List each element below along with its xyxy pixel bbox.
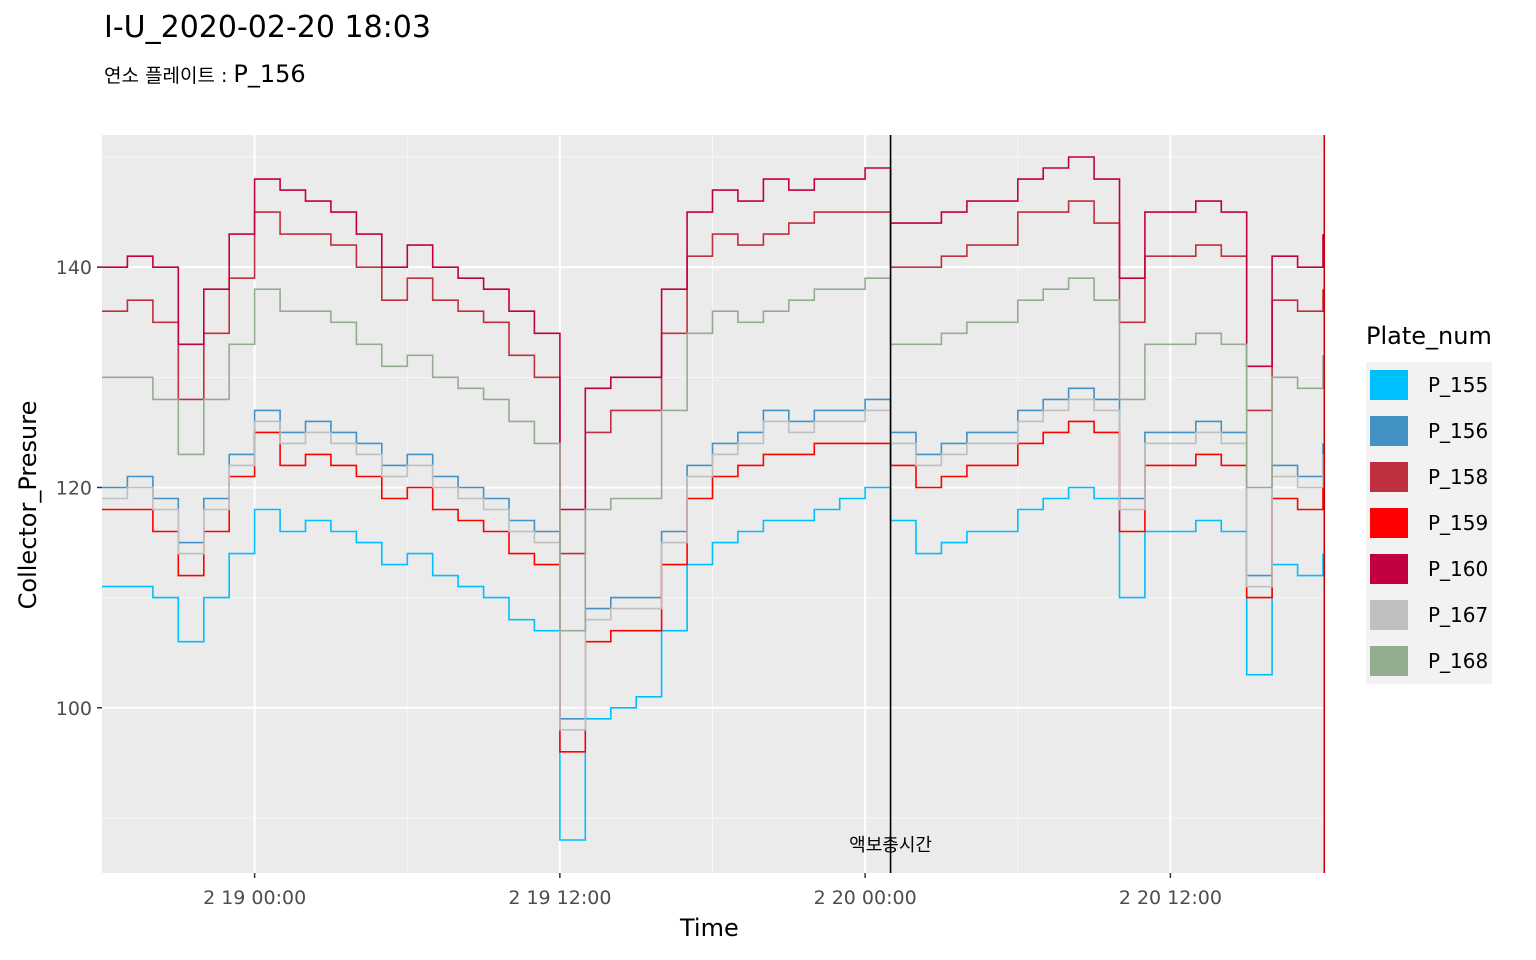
x-tick-label: 2 19 12:00 (508, 887, 611, 909)
series-line-P_167 (102, 398, 1324, 731)
legend: Plate_num P_155 P_156 P_158 P_159 P_160 P_167… (1366, 322, 1492, 684)
legend-items: P_155 P_156 P_158 P_159 P_160 P_167 P_168 (1366, 362, 1492, 684)
chart-title: I-U_2020-02-20 18:03 (104, 10, 431, 45)
legend-title: Plate_num (1366, 322, 1492, 350)
annotation-label: 액보충시간 (849, 835, 932, 856)
legend-label: P_155 (1428, 373, 1489, 397)
x-tick-label: 2 20 00:00 (814, 887, 917, 909)
series-line-P_159 (102, 420, 1324, 753)
legend-item-P_168: P_168 (1366, 638, 1492, 684)
y-tick-label: 100 (56, 698, 92, 720)
legend-swatch (1370, 646, 1408, 676)
legend-item-P_158: P_158 (1366, 454, 1492, 500)
x-tick-label: 2 20 12:00 (1119, 887, 1222, 909)
legend-swatch (1370, 462, 1408, 492)
legend-swatch (1370, 370, 1408, 400)
legend-label: P_159 (1428, 511, 1489, 535)
x-axis-title: Time (680, 914, 739, 942)
y-tick-label: 120 (56, 477, 92, 499)
legend-label: P_156 (1428, 419, 1489, 443)
series-line-P_168 (102, 277, 1324, 632)
legend-swatch (1370, 600, 1408, 630)
series-line-P_160 (102, 156, 1324, 511)
subtitle-label: 연소 플레이트 : (104, 65, 228, 87)
legend-item-P_155: P_155 (1366, 362, 1492, 408)
legend-swatch (1370, 416, 1408, 446)
legend-swatch (1370, 508, 1408, 538)
legend-item-P_160: P_160 (1366, 546, 1492, 592)
legend-label: P_160 (1428, 557, 1489, 581)
chart-subtitle: 연소 플레이트 : P_156 (104, 60, 306, 88)
y-tick-label: 140 (56, 257, 92, 279)
legend-label: P_168 (1428, 649, 1489, 673)
series-line-P_155 (102, 486, 1324, 841)
legend-item-P_159: P_159 (1366, 500, 1492, 546)
legend-swatch (1370, 554, 1408, 584)
legend-label: P_167 (1428, 603, 1489, 627)
legend-label: P_158 (1428, 465, 1489, 489)
subtitle-value: P_156 (233, 60, 306, 88)
y-axis-title: Collector_Presure (14, 400, 42, 610)
legend-item-P_167: P_167 (1366, 592, 1492, 638)
x-tick-label: 2 19 00:00 (203, 887, 306, 909)
legend-item-P_156: P_156 (1366, 408, 1492, 454)
